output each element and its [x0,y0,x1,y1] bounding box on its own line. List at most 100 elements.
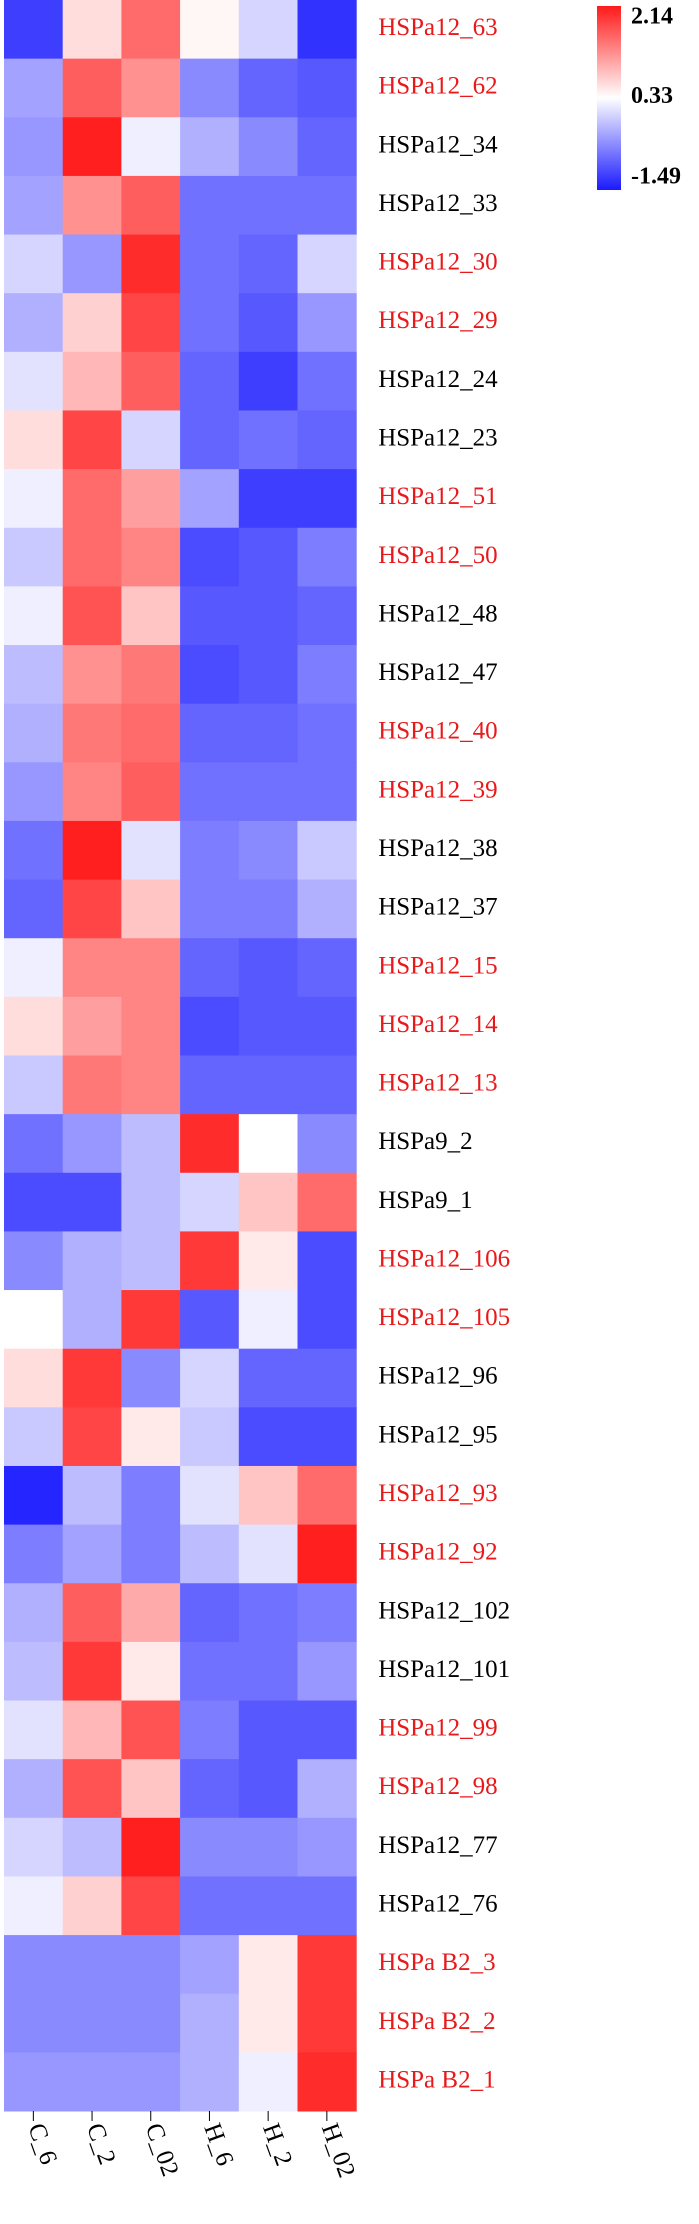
heat-cell [238,1524,298,1584]
heat-cell [4,527,64,587]
heat-cell [62,1935,122,1995]
row-label: HSPa12_50 [378,542,497,569]
heat-cell [4,762,64,822]
heat-cell [62,527,122,587]
heat-cell [62,1876,122,1936]
heat-cell [180,2052,240,2112]
x-tick-label: H_2 [257,2120,297,2170]
heat-cell [121,1993,181,2053]
row-label: HSPa12_105 [378,1304,510,1331]
heat-cell [62,234,122,294]
heat-cell [297,996,357,1056]
heat-cell [238,234,298,294]
heat-cell [238,938,298,998]
heat-cell [4,1055,64,1115]
heat-cell [297,293,357,353]
heat-cell [180,820,240,881]
heat-cell [62,1290,122,1350]
row-label: HSPa12_63 [378,14,497,41]
heat-cell [238,703,298,763]
heat-cell [297,1641,357,1702]
heat-cell [4,1290,64,1350]
heat-cell [297,820,357,881]
row-label: HSPa12_106 [378,1245,510,1272]
heat-cell [121,293,181,353]
heat-cell [62,2052,122,2112]
heat-cell [180,410,240,470]
heat-cell [4,586,64,646]
heat-cell [4,0,64,60]
row-label: HSPa12_47 [378,659,497,686]
heat-cell [121,2052,181,2112]
heat-cell [4,938,64,998]
heat-cell [121,1348,181,1408]
heat-cell [121,469,181,529]
heat-cell [180,1993,240,2053]
heat-cell [297,586,357,646]
heat-cell [62,0,122,60]
row-label: HSPa B2_1 [378,2066,495,2093]
heat-cell [180,1172,240,1232]
heat-cell [238,1290,298,1350]
heat-cell [297,1172,357,1232]
heat-cell [121,527,181,587]
heat-cell [238,175,298,236]
row-label: HSPa12_33 [378,190,497,217]
heat-cell [297,1524,357,1584]
heat-cell [121,1759,181,1819]
heat-cell [62,1641,122,1702]
heat-cell [62,1114,122,1174]
heat-cell [121,58,181,118]
heat-cell [238,1876,298,1936]
heat-cell [238,351,298,411]
heat-cell [238,1641,298,1702]
row-label: HSPa12_15 [378,952,497,979]
row-label: HSPa12_40 [378,718,497,745]
heat-cell [62,1817,122,1877]
heat-cell [121,1407,181,1467]
row-label: HSPa9_2 [378,1128,472,1155]
heat-cell [180,1641,240,1702]
heat-cell [297,175,357,236]
heat-cell [180,1055,240,1115]
heat-cell [297,1993,357,2053]
heat-cell [62,996,122,1056]
heat-cell [62,1465,122,1526]
heat-cell [121,1524,181,1584]
heat-cell [62,820,122,881]
row-label: HSPa12_96 [378,1363,497,1390]
heat-cell [297,879,357,939]
heat-cell [62,645,122,705]
colorbar-tick-label: -1.49 [631,164,681,190]
row-label: HSPa12_95 [378,1421,497,1448]
heat-cell [121,1290,181,1350]
row-label: HSPa12_92 [378,1539,497,1566]
heat-cell [238,879,298,939]
heat-cell [121,0,181,60]
heat-cell [180,1465,240,1526]
heat-cell [297,1290,357,1350]
heat-cell [121,410,181,470]
heat-cell [4,1114,64,1174]
heat-cell [238,645,298,705]
heat-cell [297,938,357,998]
heat-cell [238,527,298,587]
heat-cell [62,1759,122,1819]
heat-cell [4,1993,64,2053]
heat-cell [180,234,240,294]
heat-cell [62,1993,122,2053]
colorbar-tick-label: 2.14 [631,4,673,30]
x-tick-label: H_6 [198,2120,238,2170]
heat-cell [121,996,181,1056]
heat-cell [238,586,298,646]
heat-cell [238,1231,298,1291]
heat-cell [4,293,64,353]
heat-cell [297,762,357,822]
heat-cell [180,1348,240,1408]
colorbar [597,6,621,190]
heat-cell [121,1700,181,1760]
x-tick-label: C_2 [81,2120,121,2168]
heat-cell [121,879,181,939]
heat-cell [121,117,181,177]
